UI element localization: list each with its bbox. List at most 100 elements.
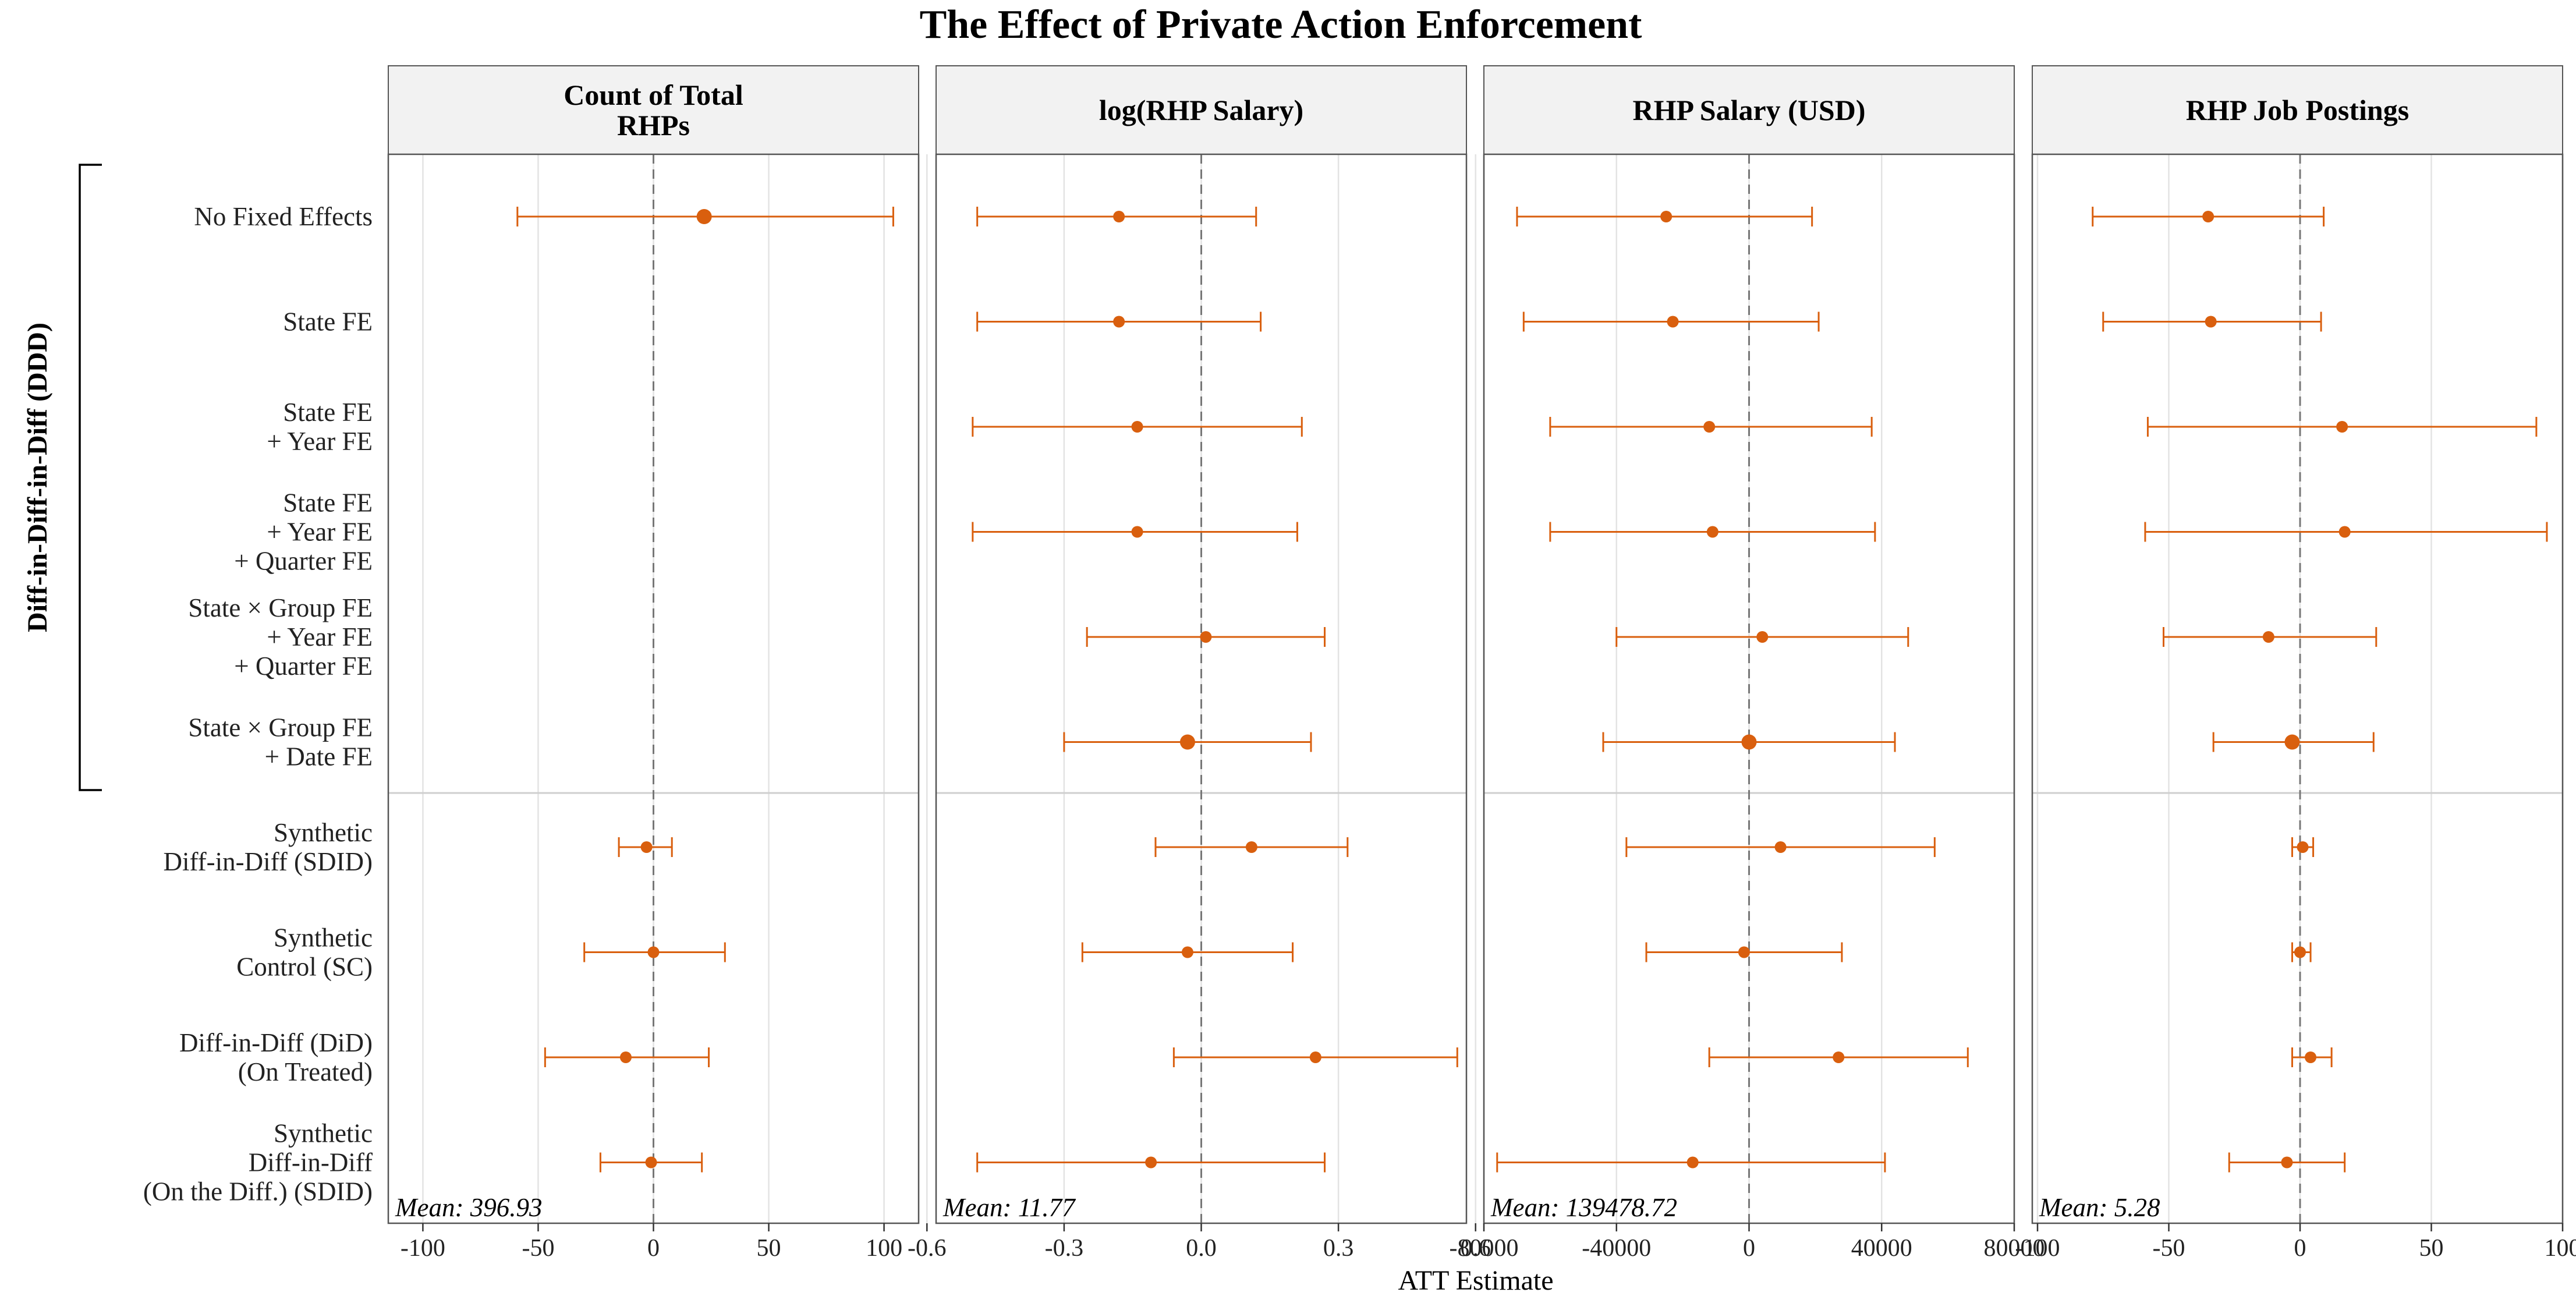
point-estimate	[640, 841, 653, 853]
point-estimate	[1833, 1051, 1845, 1063]
x-tick-label: 0	[1743, 1235, 1755, 1262]
point-estimate	[1756, 631, 1769, 643]
x-tick-label: 80000	[1984, 1235, 2045, 1262]
point-estimate	[1200, 631, 1212, 643]
point-estimate	[2294, 946, 2306, 958]
point-estimate	[1145, 1156, 1157, 1169]
point-estimate	[1113, 211, 1125, 222]
x-tick-label: 50	[757, 1235, 781, 1262]
x-tick-label: -0.6	[908, 1235, 947, 1262]
x-tick-label: -100	[2015, 1235, 2060, 1262]
x-tick-label: 40000	[1851, 1235, 1912, 1262]
row-label: + Year FE	[267, 427, 373, 456]
row-label: Synthetic	[274, 1119, 373, 1148]
mean-annotation: Mean: 396.93	[395, 1193, 542, 1222]
row-label: State FE	[283, 488, 373, 518]
panel-strip	[1483, 65, 2015, 155]
point-estimate	[2205, 316, 2217, 328]
x-tick-label: 0	[2294, 1235, 2306, 1262]
panel-strip	[2032, 65, 2563, 155]
point-estimate	[1741, 734, 1757, 750]
point-estimate	[1774, 841, 1787, 853]
panel-title: RHPs	[617, 109, 690, 141]
mean-annotation: Mean: 5.28	[2039, 1193, 2160, 1222]
panel-strip	[936, 65, 1467, 155]
point-estimate	[2297, 841, 2309, 853]
row-label: + Year FE	[267, 622, 373, 652]
x-tick-label: -50	[2153, 1235, 2185, 1262]
point-estimate	[1703, 421, 1716, 433]
ddd-bracket-line	[79, 164, 102, 791]
row-label: State × Group FE	[188, 713, 373, 742]
x-tick-label: 100	[866, 1235, 902, 1262]
row-label: State FE	[283, 307, 373, 337]
panel-salary-usd: RHP Salary (USD) Mean: 139478.72 -80000 -40…	[1450, 65, 2045, 1262]
point-estimate	[2338, 526, 2351, 538]
x-tick-label: -0.3	[1045, 1235, 1084, 1262]
row-label: State × Group FE	[188, 593, 373, 622]
x-tick-label: 50	[2419, 1235, 2444, 1262]
point-estimate	[2281, 1156, 2293, 1169]
row-label: Synthetic	[274, 923, 373, 953]
row-label: (On Treated)	[238, 1057, 373, 1086]
x-tick-label: -40000	[1582, 1235, 1651, 1262]
x-axis-title: ATT Estimate	[1398, 1265, 1553, 1296]
row-label: + Year FE	[267, 518, 373, 547]
x-tick-label: 0.6	[1460, 1235, 1491, 1262]
panel-background	[2032, 154, 2563, 1223]
point-estimate	[2262, 631, 2274, 643]
row-label: (On the Diff.) (SDID)	[143, 1177, 373, 1206]
point-estimate	[647, 946, 660, 958]
row-label: + Date FE	[265, 742, 373, 771]
panel-log-salary: log(RHP Salary) Mean: 11.77 -0.6 -0.3 0.0 0.3…	[908, 65, 1491, 1262]
x-tick-label: -100	[401, 1235, 445, 1262]
mean-annotation: Mean: 11.77	[942, 1193, 1076, 1222]
x-tick-label: 100	[2545, 1235, 2576, 1262]
point-estimate	[1179, 734, 1195, 750]
panel-title: log(RHP Salary)	[1099, 94, 1303, 126]
point-estimate	[1738, 946, 1750, 958]
point-estimate	[1667, 316, 1679, 328]
point-estimate	[1181, 946, 1193, 958]
point-estimate	[645, 1156, 657, 1169]
panel-title: RHP Job Postings	[2186, 94, 2409, 126]
point-estimate	[1131, 421, 1143, 433]
row-label: + Quarter FE	[234, 547, 373, 576]
panel-strip	[388, 65, 919, 155]
x-tick-label: 0	[647, 1235, 660, 1262]
row-label: No Fixed Effects	[194, 202, 373, 231]
row-label: + Quarter FE	[234, 652, 373, 681]
point-estimate	[1245, 841, 1257, 853]
point-estimate	[1131, 526, 1143, 538]
point-estimate	[1706, 526, 1718, 538]
point-estimate	[1113, 316, 1125, 328]
chart-title: The Effect of Private Action Enforcement	[920, 2, 1642, 47]
panel-title: Count of Total	[564, 79, 743, 111]
point-estimate	[2305, 1051, 2317, 1063]
point-estimate	[1686, 1156, 1699, 1169]
point-estimate	[2336, 421, 2348, 433]
ddd-group-bracket	[79, 164, 102, 791]
row-label: Diff-in-Diff	[249, 1148, 373, 1177]
panel-title: RHP Salary (USD)	[1633, 94, 1866, 126]
row-label: Diff-in-Diff (DiD)	[179, 1028, 373, 1057]
x-tick-label: 0.3	[1323, 1235, 1354, 1262]
panel-border	[2031, 153, 2564, 1224]
point-estimate	[619, 1051, 632, 1063]
point-estimate	[2202, 211, 2214, 222]
point-estimate	[1309, 1051, 1321, 1063]
mean-annotation: Mean: 139478.72	[1490, 1193, 1677, 1222]
x-tick-label: -80000	[1450, 1235, 1519, 1262]
point-estimate	[2284, 734, 2300, 750]
panel-job-postings: RHP Job Postings Mean: 5.28 -100 -50 0 50 100	[2015, 65, 2576, 1262]
row-label: Control (SC)	[236, 953, 373, 982]
x-tick-label: -50	[522, 1235, 554, 1262]
row-label: Synthetic	[274, 818, 373, 847]
point-estimate	[1660, 211, 1673, 222]
row-label: Diff-in-Diff (SDID)	[163, 847, 373, 876]
row-label: State FE	[283, 398, 373, 427]
